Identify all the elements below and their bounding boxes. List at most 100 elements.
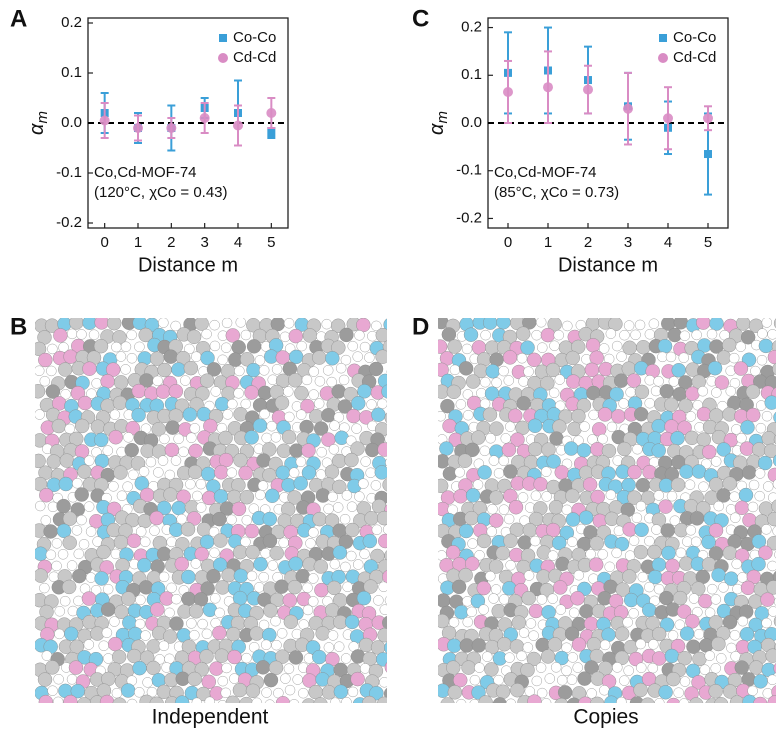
atom <box>56 523 72 539</box>
atom <box>482 651 493 662</box>
atom <box>644 375 655 386</box>
atom <box>474 550 485 561</box>
atom <box>142 677 153 688</box>
atom <box>214 607 225 619</box>
atom <box>573 569 585 581</box>
atom <box>53 696 64 703</box>
data-point <box>199 113 210 123</box>
atom <box>544 673 555 684</box>
atom <box>258 619 270 631</box>
atom <box>622 617 633 628</box>
atom <box>120 364 131 375</box>
atom <box>263 603 278 618</box>
atom <box>553 329 564 341</box>
atom <box>201 466 216 482</box>
atom <box>736 432 747 444</box>
atom <box>710 456 722 467</box>
atom <box>761 318 773 328</box>
atom <box>391 651 401 661</box>
atom <box>453 672 468 688</box>
atom <box>200 350 215 366</box>
atom <box>489 490 504 505</box>
atom <box>522 642 534 653</box>
atom <box>232 682 248 698</box>
atom <box>157 455 169 466</box>
atom <box>189 397 204 412</box>
atom <box>540 698 552 703</box>
atom <box>327 580 342 596</box>
atom <box>145 456 157 468</box>
atom <box>135 594 146 606</box>
atom <box>567 536 578 548</box>
atom <box>206 362 222 377</box>
atom <box>188 443 203 459</box>
atom <box>529 535 541 547</box>
atom <box>100 602 116 617</box>
atom <box>489 421 504 436</box>
atom <box>446 384 462 400</box>
atom <box>364 511 379 526</box>
atom <box>573 435 584 446</box>
atom <box>488 559 504 574</box>
atom <box>333 684 349 699</box>
atom <box>233 453 248 468</box>
atom <box>565 488 580 504</box>
atom <box>579 421 590 432</box>
atom <box>86 388 97 399</box>
atom <box>609 387 624 402</box>
atom <box>579 604 594 619</box>
atom <box>576 443 592 458</box>
atom <box>210 593 221 604</box>
atom <box>239 490 255 505</box>
atom <box>329 558 341 570</box>
atom <box>653 583 665 595</box>
atom <box>263 672 279 688</box>
atom <box>604 561 615 573</box>
atom <box>640 697 655 703</box>
x-tick-label: 0 <box>504 234 512 251</box>
atom <box>563 441 579 456</box>
atom <box>283 386 294 397</box>
atom <box>537 342 548 353</box>
atom <box>484 662 499 677</box>
data-point <box>266 108 277 118</box>
data-point <box>99 115 110 126</box>
atom <box>498 365 509 377</box>
atom <box>438 362 449 377</box>
atom <box>476 533 492 549</box>
atom <box>472 479 484 490</box>
atom <box>696 318 711 330</box>
atom <box>666 490 678 502</box>
atom <box>270 615 281 627</box>
atom <box>628 535 640 546</box>
atom <box>729 695 745 703</box>
atom <box>258 365 270 376</box>
atom <box>214 396 230 412</box>
atom <box>698 481 709 492</box>
atom <box>465 442 480 458</box>
atom <box>754 468 766 479</box>
atom <box>478 695 493 703</box>
atom <box>400 466 414 480</box>
atom <box>697 386 708 397</box>
atom <box>523 570 535 581</box>
legend-label: Co-Co <box>673 29 716 46</box>
legend-label: Co-Co <box>233 29 276 46</box>
atom <box>565 512 581 527</box>
atom <box>359 341 371 353</box>
atom <box>364 352 375 363</box>
atom <box>173 433 184 445</box>
atom <box>707 583 718 595</box>
atom <box>461 343 473 355</box>
atom <box>315 626 330 641</box>
atom <box>438 593 451 608</box>
atom <box>634 522 649 537</box>
atom <box>740 330 756 345</box>
atom <box>708 523 724 538</box>
atom <box>91 378 102 389</box>
atom <box>58 362 73 377</box>
atom <box>401 535 415 549</box>
atom <box>547 318 562 332</box>
atom <box>284 684 296 696</box>
atom <box>174 695 190 703</box>
